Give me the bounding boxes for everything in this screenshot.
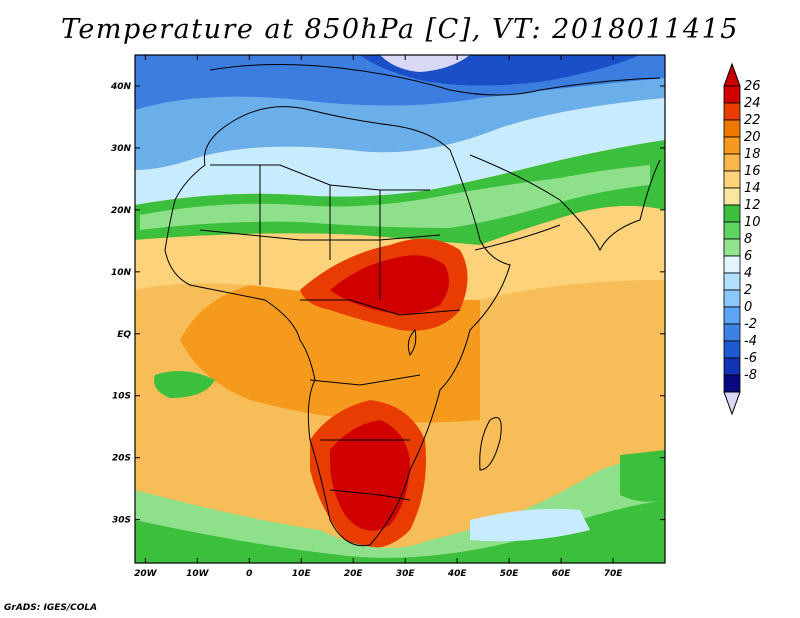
- colorbar-swatch: [723, 255, 741, 274]
- colorbar-swatch: [723, 306, 741, 325]
- colorbar-swatch: [723, 102, 741, 121]
- colorbar-swatch: [723, 170, 741, 189]
- colorbar-label: 14: [744, 181, 761, 196]
- colorbar-swatch: [723, 153, 741, 172]
- colorbar-label: 20: [744, 130, 761, 145]
- coastlines: [164, 63, 661, 547]
- colorbar-under-arrow: [723, 391, 741, 416]
- lat-tick-label: 40N: [110, 82, 132, 92]
- colorbar-label: 6: [744, 249, 752, 264]
- lon-tick-label: 10W: [186, 569, 210, 579]
- colorbar-swatch: [723, 187, 741, 206]
- colorbar-label: 26: [744, 79, 761, 94]
- colorbar-swatch: [723, 323, 741, 342]
- colorbar-label: 16: [744, 164, 761, 179]
- lat-tick-label: 30S: [112, 516, 131, 526]
- colorbar-swatch: [723, 119, 741, 138]
- lat-tick-label: 10N: [111, 268, 132, 278]
- lon-tick-label: 40E: [447, 569, 468, 579]
- colorbar-label: -8: [744, 368, 757, 383]
- lat-tick-label: 30N: [111, 144, 132, 154]
- colorbar-label: 18: [744, 147, 761, 162]
- lat-tick-label: 20S: [112, 454, 131, 464]
- colorbar-label: 22: [744, 113, 761, 128]
- colorbar-swatch: [723, 136, 741, 155]
- colorbar-label: -2: [744, 317, 757, 332]
- colorbar-over-arrow: [723, 62, 741, 87]
- lon-tick-label: 60E: [552, 569, 572, 579]
- longitude-axis: 20W 10W 0 10E 20E 30E 40E 50E 60E 70E: [134, 55, 623, 579]
- colorbar-label: 24: [744, 96, 761, 111]
- colorbar-label: 8: [744, 232, 752, 247]
- colorbar-label: 0: [744, 300, 752, 315]
- colorbar-label: 12: [744, 198, 761, 213]
- colorbar-label: 4: [744, 266, 752, 281]
- colorbar-swatch: [723, 357, 741, 376]
- colorbar-label: -4: [744, 334, 757, 349]
- colorbar-label: 2: [744, 283, 752, 298]
- temperature-field: [135, 55, 665, 563]
- lon-tick-label: 0: [246, 569, 252, 579]
- colorbar-swatch: [723, 85, 741, 104]
- lon-tick-label: 30E: [396, 569, 416, 579]
- credit-label: GrADS: IGES/COLA: [4, 603, 98, 613]
- colorbar-swatch: [723, 289, 741, 308]
- chart-title: Temperature at 850hPa [C], VT: 201801141…: [61, 14, 739, 45]
- colorbar-label: -6: [744, 351, 757, 366]
- lon-tick-label: 20W: [134, 569, 158, 579]
- colorbar-label: 10: [744, 215, 761, 230]
- colorbar-swatch: [723, 221, 741, 240]
- lat-tick-label: EQ: [117, 330, 131, 340]
- lat-tick-label: 10S: [112, 392, 131, 402]
- colorbar-swatch: [723, 204, 741, 223]
- latitude-axis: 40N 30N 20N 10N EQ 10S 20S 30S: [110, 82, 665, 526]
- colorbar-swatch: [723, 374, 741, 393]
- colorbar-swatch: [723, 340, 741, 359]
- lon-tick-label: 20E: [344, 569, 364, 579]
- lon-tick-label: 70E: [604, 569, 624, 579]
- colorbar-swatch: [723, 238, 741, 257]
- lon-tick-label: 10E: [292, 569, 312, 579]
- lat-tick-label: 20N: [111, 206, 132, 216]
- colorbar-swatch: [723, 272, 741, 291]
- lon-tick-label: 50E: [500, 569, 520, 579]
